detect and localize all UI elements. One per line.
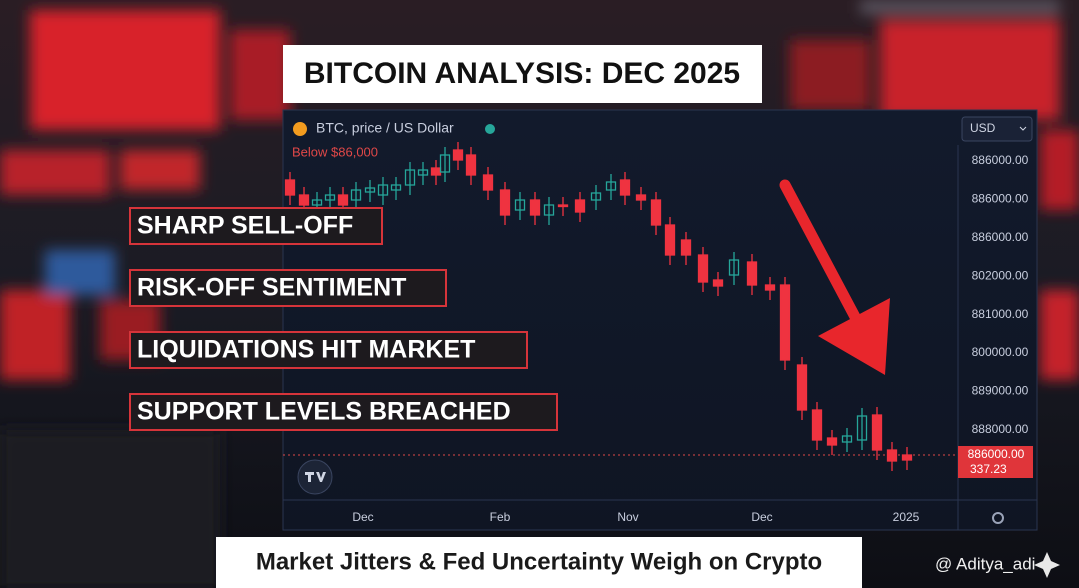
candle-body	[779, 284, 791, 361]
candle-body	[712, 279, 724, 287]
time-axis-label: Dec	[352, 510, 373, 524]
price-axis-label: 889000.00	[972, 384, 1029, 398]
candle-body	[337, 194, 349, 206]
candle-body	[482, 174, 494, 191]
time-axis-label: Feb	[490, 510, 511, 524]
candle-body	[886, 449, 898, 462]
price-tag	[958, 446, 1033, 478]
price-axis-label: 886000.00	[972, 230, 1029, 244]
candle-body	[499, 189, 511, 216]
candle-body	[605, 181, 617, 191]
candle-body	[298, 194, 310, 206]
title-box: BITCOIN ANALYSIS: DEC 2025	[283, 45, 762, 103]
caption-box: Market Jitters & Fed Uncertainty Weigh o…	[216, 537, 862, 588]
bitcoin-icon	[293, 122, 307, 136]
price-axis-label: 886000.00	[972, 153, 1029, 167]
candle-body	[697, 254, 709, 283]
candle-body	[324, 194, 336, 201]
bullet-box	[129, 207, 383, 245]
candle-body	[557, 204, 569, 208]
candle-body	[284, 179, 296, 196]
bullet-text: SUPPORT LEVELS BREACHED	[137, 398, 511, 426]
candle-body	[430, 167, 442, 176]
tv-logo	[297, 459, 333, 495]
candle-body	[417, 169, 429, 176]
candle-body	[529, 199, 541, 216]
time-axis-label: Nov	[617, 510, 638, 524]
candle-body	[590, 192, 602, 201]
candle-body	[841, 435, 853, 443]
bullet-box	[129, 393, 558, 431]
candle-body	[574, 199, 586, 213]
candle-body	[390, 184, 402, 191]
price-axis-label: 881000.00	[972, 307, 1029, 321]
bullet-text: SHARP SELL-OFF	[137, 212, 353, 240]
candle-body	[650, 199, 662, 226]
bullet-text: LIQUIDATIONS HIT MARKET	[137, 336, 475, 364]
time-axis-label: Dec	[751, 510, 772, 524]
bullet-box	[129, 331, 528, 369]
bullet-box	[129, 269, 447, 307]
candle-body	[811, 409, 823, 441]
candle-body	[465, 154, 477, 176]
candle-body	[619, 179, 631, 196]
symbol-label: BTC, price / US Dollar	[316, 120, 454, 136]
price-tag-countdown: 337.23	[970, 462, 1007, 476]
candle-body	[746, 261, 758, 286]
candle-body	[350, 189, 362, 201]
candle-body	[364, 187, 376, 193]
status-dot	[485, 124, 495, 134]
time-axis-label: 2025	[893, 510, 920, 524]
price-tag-price: 886000.00	[968, 447, 1025, 461]
candle-body	[664, 224, 676, 256]
bullet-list: SHARP SELL-OFF RISK-OFF SENTIMENT LIQUIDAT…	[129, 207, 558, 431]
candle-body	[826, 437, 838, 446]
candle-body	[856, 415, 868, 441]
dropdown-caret	[1019, 126, 1027, 131]
candle-body	[404, 169, 416, 186]
title: BITCOIN ANALYSIS: DEC 2025	[304, 57, 740, 90]
candles	[284, 142, 913, 471]
candle-body	[764, 284, 776, 291]
candle-body	[635, 194, 647, 201]
candle-body	[452, 149, 464, 161]
candle-body	[728, 259, 740, 276]
alert-label: Below $86,000	[292, 144, 378, 159]
sparkle-icon	[1034, 552, 1060, 578]
candle-body	[439, 154, 451, 173]
candle-body	[901, 454, 913, 461]
title-background	[283, 45, 762, 103]
currency-label: USD	[970, 121, 996, 135]
candle-body	[543, 204, 555, 216]
chart-panel	[282, 109, 1038, 531]
caption: Market Jitters & Fed Uncertainty Weigh o…	[256, 548, 822, 575]
currency-dropdown[interactable]	[961, 116, 1033, 142]
red-arrow	[779, 179, 890, 375]
bullet-text: RISK-OFF SENTIMENT	[137, 274, 406, 302]
price-axis-label: 888000.00	[972, 422, 1029, 436]
settings-icon[interactable]	[992, 512, 1004, 524]
caption-background	[216, 537, 862, 588]
candle-body	[871, 414, 883, 451]
price-chart: BTC, price / US Dollar Below $86,000 USD…	[282, 109, 1038, 531]
candle-body	[311, 199, 323, 206]
candle-body	[514, 199, 526, 211]
price-axis-label: 886000.00	[972, 192, 1029, 206]
price-axis-label: 802000.00	[972, 268, 1029, 282]
watermark: @ Aditya_adi	[935, 554, 1035, 573]
candle-body	[796, 364, 808, 411]
candle-body	[680, 239, 692, 256]
price-axis-label: 800000.00	[972, 345, 1029, 359]
tv-logo-mark	[305, 472, 326, 482]
candle-body	[377, 184, 389, 196]
